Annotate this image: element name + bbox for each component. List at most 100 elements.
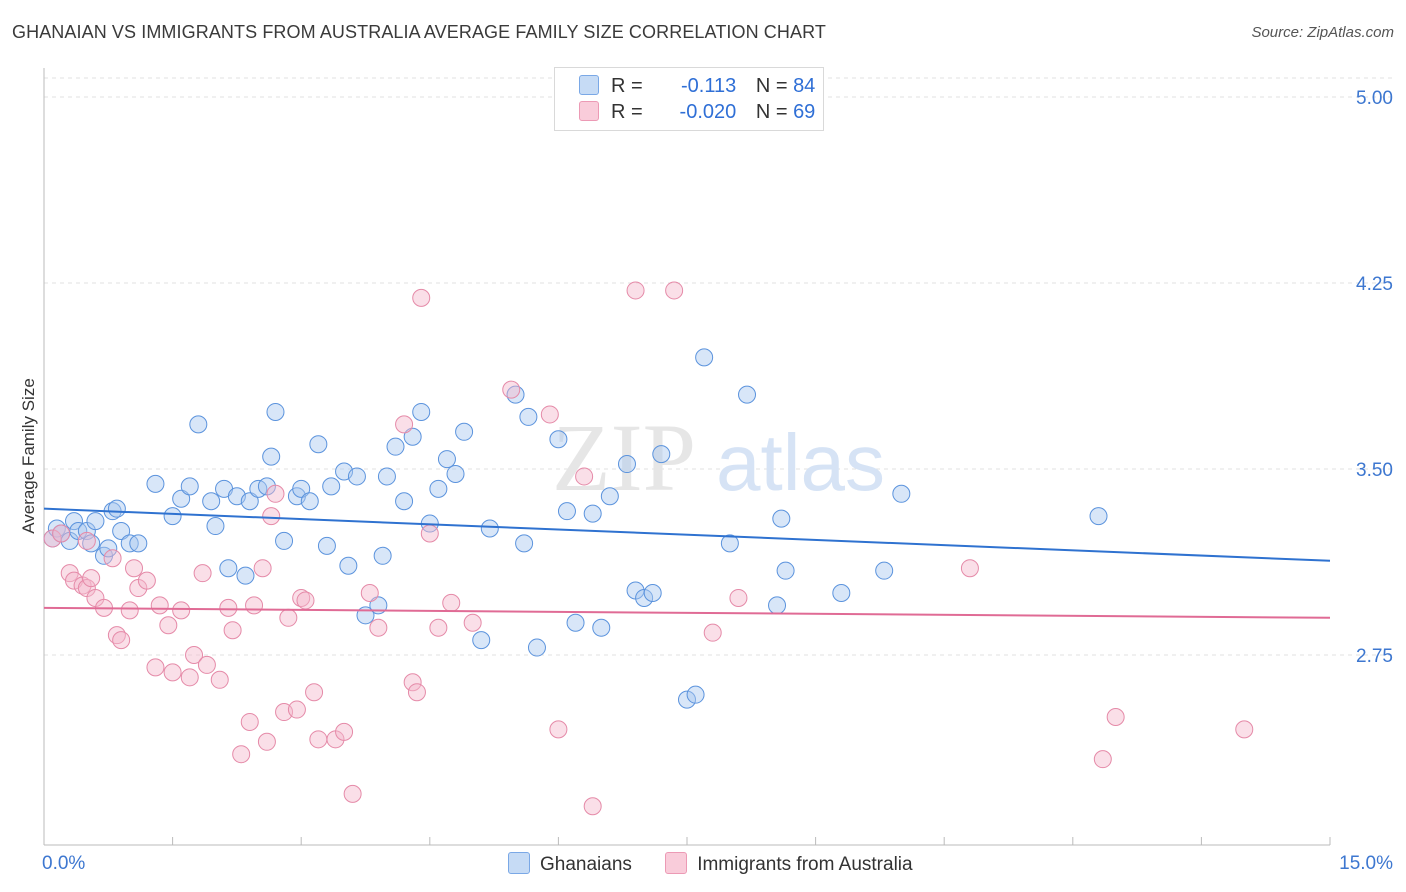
- legend-n-value: 69: [793, 101, 816, 123]
- data-point: [240, 492, 259, 511]
- data-point: [502, 380, 521, 399]
- data-point: [189, 415, 208, 434]
- data-point: [172, 601, 191, 620]
- data-point: [549, 720, 568, 739]
- watermark-zip: ZIP: [552, 404, 696, 511]
- data-point: [1235, 720, 1254, 739]
- legend-r-label: R =: [611, 75, 643, 97]
- data-point: [197, 655, 216, 674]
- data-point: [592, 618, 611, 637]
- legend-swatch-australia: [579, 101, 599, 121]
- data-point: [150, 596, 169, 615]
- legend-swatch-ghanaians: [508, 852, 530, 874]
- data-point: [125, 559, 144, 578]
- data-point: [729, 588, 748, 607]
- data-point: [112, 631, 131, 650]
- x-tick-label: 0.0%: [42, 853, 85, 874]
- axes: [43, 68, 1331, 846]
- data-point: [180, 668, 199, 687]
- data-point: [82, 569, 101, 588]
- data-point: [296, 591, 315, 610]
- data-point: [403, 427, 422, 446]
- data-point: [643, 584, 662, 602]
- data-point: [219, 598, 238, 617]
- y-tick-labels: 2.75 3.50 4.25 5.00: [1356, 88, 1393, 667]
- data-point: [1089, 507, 1108, 526]
- data-point: [65, 512, 84, 531]
- data-point: [317, 536, 336, 555]
- y-axis-label: Average Family Size: [19, 378, 38, 534]
- data-point: [455, 422, 474, 441]
- data-point: [120, 601, 139, 620]
- data-point: [412, 402, 431, 421]
- legend-n-label: N =: [755, 101, 788, 123]
- data-point: [892, 484, 911, 503]
- legend-item-australia[interactable]: Immigrants from Australia: [665, 852, 913, 877]
- trend-line: [43, 606, 1331, 619]
- data-point: [403, 673, 422, 692]
- trend-line: [43, 507, 1331, 562]
- data-point: [583, 504, 602, 523]
- data-point: [519, 407, 538, 426]
- data-point: [515, 534, 534, 553]
- legend-r-value: -0.020: [679, 101, 737, 123]
- data-point: [266, 402, 285, 421]
- legend-row-australia: R = -0.020 N = 69: [579, 99, 815, 125]
- data-point: [180, 477, 199, 496]
- data-point: [635, 588, 654, 607]
- data-point: [146, 474, 165, 493]
- data-point: [206, 517, 225, 536]
- data-point: [772, 509, 791, 528]
- data-point: [322, 477, 341, 496]
- data-point: [377, 467, 396, 486]
- chart-title: GHANAIAN VS IMMIGRANTS FROM AUSTRALIA AV…: [12, 22, 826, 42]
- data-point: [703, 623, 722, 642]
- y-tick-label: 2.75: [1356, 646, 1393, 667]
- y-tick-label: 3.50: [1356, 460, 1393, 481]
- data-point: [146, 658, 165, 677]
- data-point: [253, 559, 272, 578]
- data-point: [695, 348, 714, 367]
- data-point: [300, 492, 319, 511]
- data-point: [557, 502, 576, 521]
- data-point: [776, 561, 795, 580]
- data-point: [437, 450, 456, 469]
- data-point: [305, 683, 324, 702]
- data-point: [463, 613, 482, 632]
- trend-lines: [43, 507, 1331, 619]
- data-point: [275, 531, 294, 550]
- australia-points: [43, 281, 1254, 816]
- legend-label-australia: Immigrants from Australia: [697, 854, 913, 875]
- data-point: [600, 487, 619, 506]
- data-point: [446, 464, 465, 483]
- data-point: [77, 531, 96, 550]
- data-point: [429, 479, 448, 498]
- data-point: [185, 646, 204, 664]
- data-point: [1106, 708, 1125, 726]
- data-point: [99, 539, 118, 558]
- data-point: [52, 524, 71, 543]
- data-point: [257, 732, 276, 751]
- data-point: [137, 571, 156, 590]
- watermark-atlas: atlas: [716, 418, 885, 507]
- data-point: [566, 613, 585, 632]
- data-point: [480, 519, 499, 538]
- data-point: [309, 730, 328, 749]
- data-point: [1093, 750, 1112, 769]
- data-point: [219, 559, 238, 578]
- data-point: [395, 492, 414, 511]
- data-point: [665, 281, 684, 300]
- data-point: [678, 690, 696, 709]
- legend-swatch-ghanaians: [579, 75, 599, 95]
- data-point: [360, 584, 379, 602]
- legend-item-ghanaians[interactable]: Ghanaians: [508, 852, 632, 877]
- y-tick-label: 4.25: [1356, 274, 1393, 295]
- data-point: [279, 608, 298, 627]
- data-point: [875, 561, 894, 580]
- legend-n-label: N =: [755, 75, 788, 97]
- watermark: ZIP atlas: [552, 404, 885, 511]
- data-point: [420, 524, 439, 543]
- data-point: [540, 405, 559, 424]
- data-point: [292, 479, 311, 498]
- data-point: [720, 534, 739, 553]
